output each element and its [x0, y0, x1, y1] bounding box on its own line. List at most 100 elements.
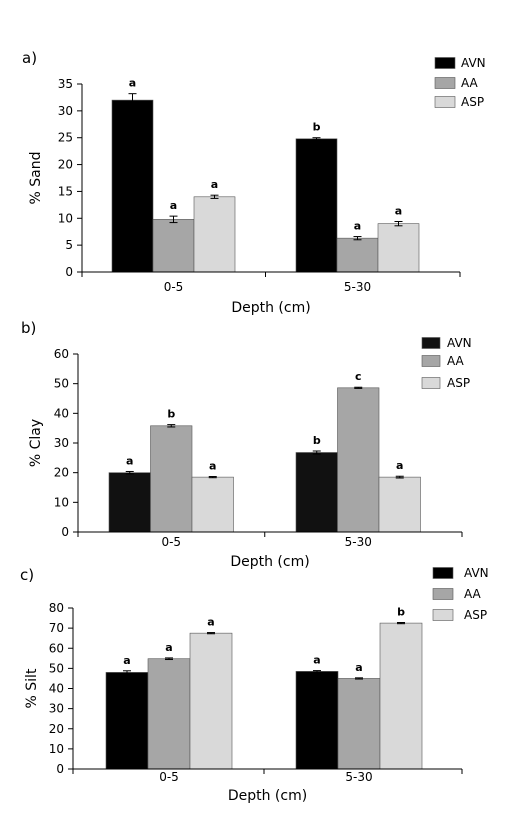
y-tick-label: 70	[49, 621, 64, 635]
y-tick-label: 10	[58, 211, 73, 225]
y-tick-label: 15	[58, 184, 73, 198]
significance-letter: a	[396, 459, 403, 472]
significance-letter: a	[211, 178, 218, 191]
y-tick-label: 30	[49, 702, 64, 716]
significance-letter: a	[207, 616, 214, 629]
y-tick-label: 30	[58, 104, 73, 118]
significance-letter: b	[313, 121, 321, 134]
legend-swatch-aa	[432, 588, 454, 600]
x-axis-title: Depth (cm)	[228, 788, 307, 804]
legend-label-avn: AVN	[447, 336, 472, 350]
x-tick-label: 0-5	[164, 280, 184, 294]
legend: AVN AA ASP	[432, 566, 489, 622]
y-tick-label: 10	[49, 742, 64, 756]
x-axis-title: Depth (cm)	[230, 554, 309, 570]
bar-asp-5-30	[379, 622, 423, 770]
significance-letter: a	[165, 641, 172, 654]
bar-aa-5-30	[337, 678, 381, 770]
legend-label-aa: AA	[461, 76, 479, 90]
y-tick-label: 40	[49, 682, 64, 696]
y-tick-label: 40	[54, 406, 69, 420]
bar-avn-0-5	[111, 99, 154, 273]
legend-swatch-avn	[421, 337, 441, 349]
y-tick-label: 50	[54, 377, 69, 391]
significance-letter: b	[167, 408, 175, 421]
x-tick-label: 5-30	[345, 535, 372, 549]
significance-letter: c	[355, 370, 362, 383]
significance-letter: a	[209, 460, 216, 473]
x-tick-label: 5-30	[345, 770, 372, 784]
bar-aa-5-30	[336, 237, 379, 273]
panel-label: c)	[20, 566, 34, 584]
y-tick-label: 20	[49, 722, 64, 736]
y-tick-label: 20	[54, 466, 69, 480]
bar-avn-5-30	[295, 452, 338, 533]
y-tick-label: 60	[54, 347, 69, 361]
y-axis-title: % Silt	[24, 668, 40, 708]
bar-asp-5-30	[377, 223, 420, 273]
significance-letter: a	[355, 661, 362, 674]
legend-swatch-avn	[432, 567, 454, 579]
legend-swatch-asp	[432, 609, 454, 621]
bar-avn-0-5	[105, 672, 149, 770]
x-tick-label: 0-5	[159, 770, 179, 784]
significance-letter: a	[313, 654, 320, 667]
bar-avn-0-5	[108, 472, 151, 533]
legend-swatch-asp	[434, 96, 456, 108]
legend-swatch-avn	[434, 57, 456, 69]
significance-letter: a	[126, 454, 133, 467]
bar-asp-5-30	[378, 476, 421, 533]
y-tick-label: 10	[54, 495, 69, 509]
significance-letter: b	[397, 605, 405, 618]
legend-swatch-aa	[421, 355, 441, 367]
bar-aa-5-30	[337, 387, 380, 533]
bar-aa-0-5	[152, 219, 195, 273]
y-tick-label: 0	[56, 762, 64, 776]
significance-letter: a	[129, 77, 136, 90]
bar-aa-0-5	[150, 425, 193, 533]
chart-panel-2: a b b c a a 0 10 20 30 40 50 60 0-5 5-30 % Clay Depth (c…	[21, 319, 472, 570]
y-axis-title: % Clay	[28, 419, 44, 467]
y-tick-label: 50	[49, 661, 64, 675]
y-tick-label: 0	[61, 525, 69, 539]
legend-label-avn: AVN	[464, 566, 489, 580]
significance-letter: a	[170, 199, 177, 212]
legend-label-asp: ASP	[464, 608, 487, 622]
bar-avn-5-30	[295, 671, 339, 770]
y-axis-title: % Sand	[28, 152, 44, 205]
y-tick-label: 0	[65, 265, 73, 279]
x-axis-title: Depth (cm)	[231, 300, 310, 316]
bar-asp-0-5	[193, 196, 236, 273]
legend-swatch-aa	[434, 77, 456, 89]
panel-label: a)	[22, 49, 37, 67]
legend-label-asp: ASP	[447, 376, 470, 390]
y-tick-label: 60	[49, 641, 64, 655]
y-tick-label: 25	[58, 131, 73, 145]
bar-aa-0-5	[147, 658, 191, 770]
y-tick-label: 30	[54, 436, 69, 450]
y-tick-label: 20	[58, 158, 73, 172]
x-tick-label: 0-5	[161, 535, 181, 549]
bar-avn-5-30	[295, 138, 338, 273]
panel-label: b)	[21, 319, 36, 337]
bar-asp-0-5	[189, 632, 233, 770]
chart-panel-3: a a a a a b 0 10 20 30 40 50 60 70 80 0-5 5-30 % Silt Dept…	[20, 566, 489, 804]
legend: AVN AA ASP	[421, 336, 472, 390]
legend-swatch-asp	[421, 377, 441, 389]
y-tick-label: 35	[58, 77, 73, 91]
legend-label-asp: ASP	[461, 95, 484, 109]
significance-letter: b	[313, 434, 321, 447]
legend-label-avn: AVN	[461, 56, 486, 70]
bar-asp-0-5	[191, 476, 234, 533]
significance-letter: a	[395, 205, 402, 218]
legend-label-aa: AA	[447, 354, 465, 368]
y-tick-label: 5	[65, 238, 73, 252]
chart-panel-1: a b a a a a 0 5 10 15 20 25 30 35 0-5 5-30 % Sand Depth (…	[22, 49, 486, 316]
significance-letter: a	[123, 654, 130, 667]
legend: AVN AA ASP	[434, 56, 486, 109]
legend-label-aa: AA	[464, 587, 482, 601]
significance-letter: a	[354, 220, 361, 233]
x-tick-label: 5-30	[344, 280, 371, 294]
y-tick-label: 80	[49, 601, 64, 615]
